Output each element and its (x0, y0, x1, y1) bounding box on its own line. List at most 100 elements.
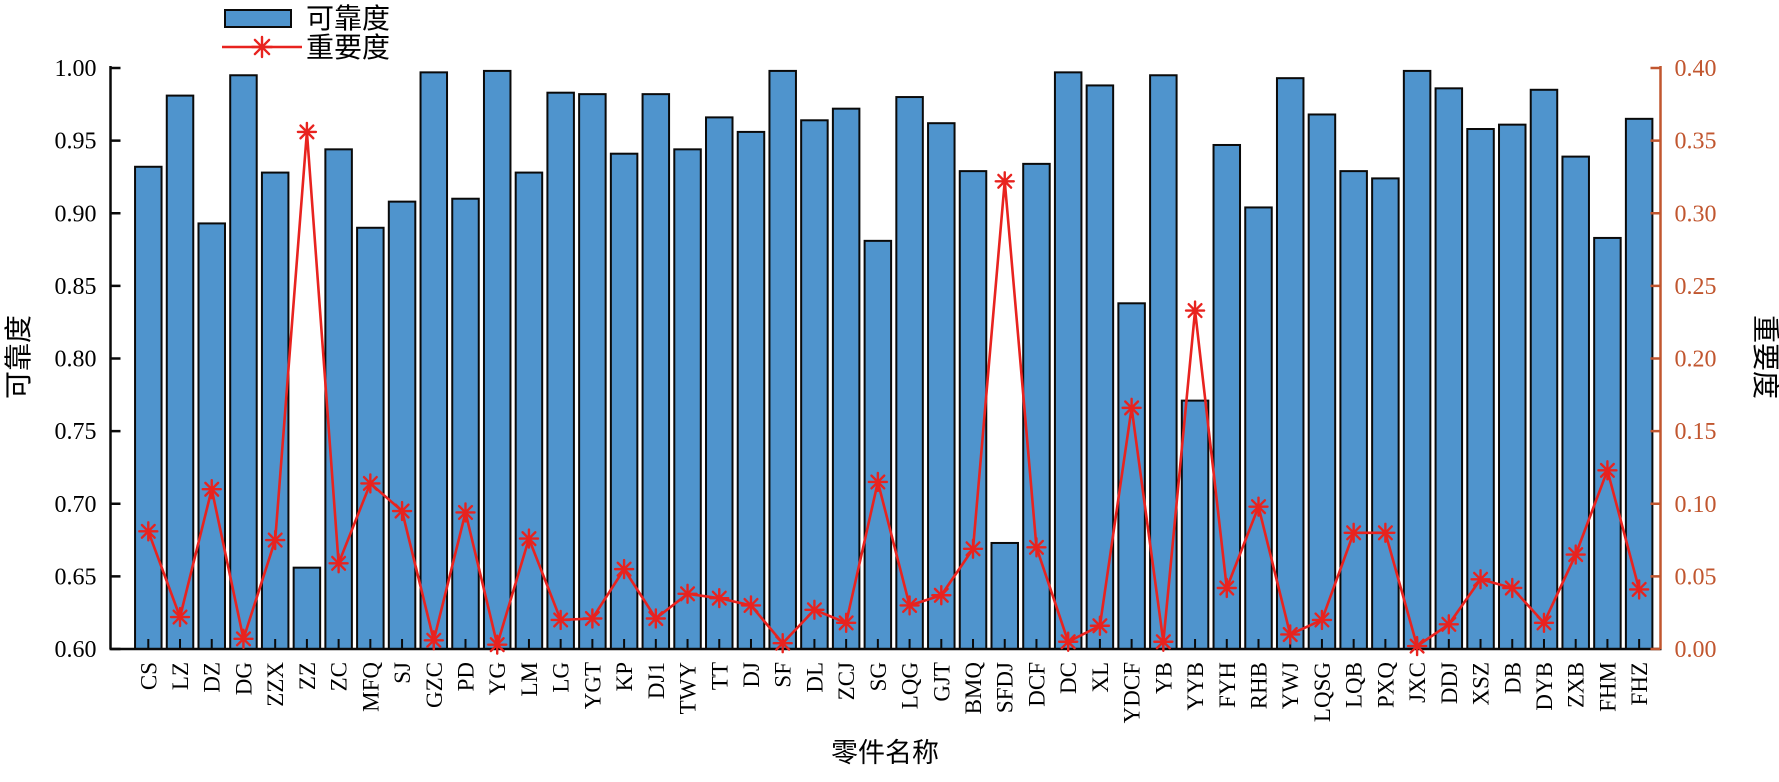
bar-SF (768, 69, 797, 650)
asterisk-arm (1504, 580, 1520, 596)
right-tick-label: 0.40 (1675, 56, 1717, 82)
marker-DDJ (1438, 614, 1460, 635)
left-tick-label: 0.65 (55, 564, 97, 590)
asterisk-arm (1409, 638, 1425, 654)
asterisk-arm (1568, 547, 1584, 563)
left-tick-label: 0.85 (55, 274, 97, 300)
x-tick-label-ZC: ZC (327, 662, 352, 691)
left-axis-title: 可靠度 (3, 315, 35, 399)
marker-YWJ (1280, 624, 1301, 645)
left-tick-label: 0.90 (55, 201, 97, 227)
asterisk-arm (1187, 303, 1203, 319)
asterisk-arm (235, 631, 252, 647)
marker-DG (233, 628, 254, 650)
x-tick-label-SFDJ: SFDJ (993, 662, 1018, 713)
bar-GZC (419, 71, 449, 651)
x-tick-label-SG: SG (866, 662, 891, 691)
x-tick-label-ZZ: ZZ (295, 662, 320, 690)
bar-series (134, 69, 1654, 651)
marker-YGT (582, 608, 603, 629)
marker-ZCJ (835, 612, 857, 634)
left-tick-label: 1.00 (55, 56, 97, 82)
x-tick-label-PXQ: PXQ (1373, 662, 1398, 708)
bar-CS (134, 165, 163, 651)
asterisk-arm (426, 632, 442, 648)
x-tick-label-DCF: DCF (1024, 662, 1049, 707)
asterisk-arm (1155, 634, 1171, 650)
left-tick-label: 0.70 (55, 492, 97, 518)
left-tick-label: 0.60 (55, 637, 97, 663)
bar-LM (514, 171, 544, 651)
legend: 可靠度 重要度 (222, 3, 390, 64)
asterisk-arm (1282, 626, 1298, 643)
bar-JXC (1402, 69, 1432, 650)
x-tick-label-DC: DC (1056, 662, 1081, 694)
asterisk-arm (902, 597, 918, 613)
asterisk-arm (1028, 539, 1045, 555)
line-series (138, 121, 1650, 657)
bar-DJ (736, 130, 766, 651)
marker-FHZ (1628, 579, 1650, 600)
bar-DB (1498, 123, 1527, 650)
x-tick-label-ZZX: ZZX (263, 662, 288, 707)
right-tick-label: 0.10 (1675, 492, 1717, 518)
asterisk-arm (679, 586, 696, 602)
x-tick-label-GJT: GJT (929, 662, 954, 702)
asterisk-arm (775, 635, 791, 651)
marker-DL (804, 599, 825, 620)
bar-DG (229, 74, 258, 650)
bar-YYB (1180, 399, 1210, 650)
legend-asterisk-icon (250, 35, 274, 59)
right-axis-title: 重要度 (1749, 315, 1779, 399)
bar-YWJ (1275, 77, 1305, 651)
marker-CS (138, 521, 159, 542)
x-tick-label-LQSG: LQSG (1310, 662, 1335, 722)
marker-DJ1 (645, 608, 667, 629)
asterisk-arm (1060, 634, 1076, 650)
asterisk-arm (997, 173, 1013, 189)
x-tick-label-TWY: TWY (676, 662, 701, 715)
marker-SFDJ (994, 171, 1015, 192)
x-tick-label-LZ: LZ (168, 662, 193, 690)
bar-ZZ (292, 566, 322, 650)
bar-DJ1 (641, 93, 671, 650)
right-tick-label: 0.25 (1675, 274, 1717, 300)
right-tick-label: 0.00 (1675, 637, 1717, 663)
asterisk-arm (648, 610, 664, 627)
marker-KP (613, 558, 635, 580)
legend-asterisk (250, 35, 274, 59)
asterisk-arm (553, 612, 569, 628)
bar-YB (1149, 74, 1178, 650)
x-tick-label-BMQ: BMQ (961, 662, 986, 715)
bar-TWY (673, 148, 702, 650)
asterisk-arm (1631, 581, 1647, 598)
x-tick-label-TT: TT (707, 662, 732, 690)
marker-ZZ (296, 121, 318, 143)
asterisk-arm (743, 597, 759, 613)
marker-LQG (899, 595, 920, 616)
bar-DYB (1529, 88, 1559, 651)
left-tick-label: 0.75 (55, 419, 97, 445)
marker-GJT (931, 585, 952, 606)
marker-GZC (423, 630, 444, 651)
asterisk-arm (838, 615, 854, 631)
asterisk-arm (870, 474, 886, 490)
marker-TT (709, 587, 730, 609)
x-tick-label-DJ: DJ (739, 662, 764, 688)
asterisk-arm (1219, 580, 1235, 596)
bar-ZXB (1561, 155, 1590, 650)
x-tick-label-LM: LM (517, 662, 542, 697)
bar-TT (705, 116, 734, 650)
asterisk-arm (933, 587, 949, 603)
left-tick-label: 0.95 (55, 129, 97, 155)
x-tick-label-DG: DG (231, 662, 256, 695)
asterisk-arm (489, 637, 505, 653)
asterisk-arm (1441, 616, 1457, 632)
x-tick-label-XSZ: XSZ (1469, 662, 1494, 705)
axes: 1.00 0.95 0.90 0.85 0.80 0.75 0.70 0.65 0.60 0.40… (55, 56, 1717, 723)
right-tick-label: 0.30 (1675, 201, 1717, 227)
asterisk-arm (1346, 525, 1362, 541)
marker-DB (1502, 577, 1523, 599)
marker-YDCF (1121, 397, 1142, 419)
